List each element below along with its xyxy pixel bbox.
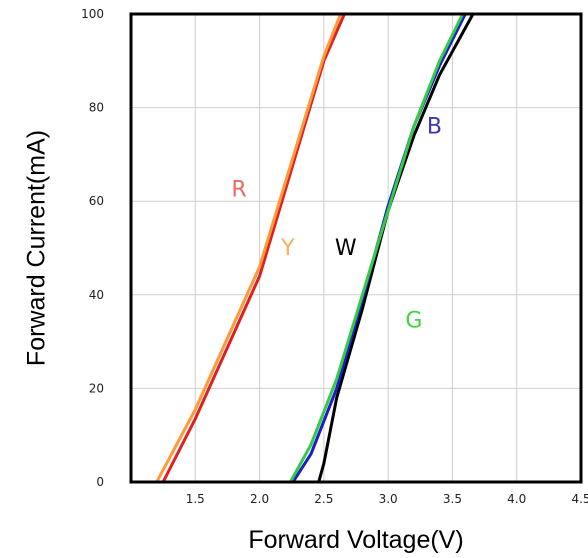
- x-tick-label: 4.5: [571, 492, 588, 506]
- series-line-w: [317, 12, 475, 484]
- y-tick-label: 60: [89, 194, 104, 208]
- tick-labels: 1.5 2.0 2.5 3.0 3.5 4.0 4.5 0 20 40 60 80 100: [81, 7, 588, 506]
- x-tick-label: 1.5: [186, 492, 205, 506]
- y-tick-label: 0: [96, 475, 104, 489]
- series-label-w: W: [335, 236, 357, 261]
- x-tick-label: 4.0: [507, 492, 526, 506]
- x-tick-label: 2.5: [314, 492, 333, 506]
- x-tick-label: 3.0: [379, 492, 398, 506]
- y-axis-title: Forward Current(mA): [23, 130, 51, 366]
- y-tick-label: 20: [89, 381, 104, 395]
- series-line-g: [288, 12, 465, 484]
- y-tick-label: 100: [81, 7, 104, 21]
- series-line-r: [161, 12, 346, 484]
- series-label-r: R: [231, 178, 246, 203]
- x-tick-label: 2.0: [250, 492, 269, 506]
- series-labels: R Y W B G: [231, 114, 442, 333]
- series-line-y: [155, 12, 343, 484]
- series-lines: [155, 12, 475, 484]
- plot-frame: [129, 12, 583, 484]
- series-label-y: Y: [280, 236, 295, 261]
- y-tick-label: 80: [89, 101, 104, 115]
- series-label-b: B: [427, 114, 442, 139]
- y-tick-label: 40: [89, 288, 104, 302]
- x-tick-label: 3.5: [443, 492, 462, 506]
- series-label-g: G: [405, 309, 422, 334]
- x-axis-title: Forward Voltage(V): [248, 526, 463, 554]
